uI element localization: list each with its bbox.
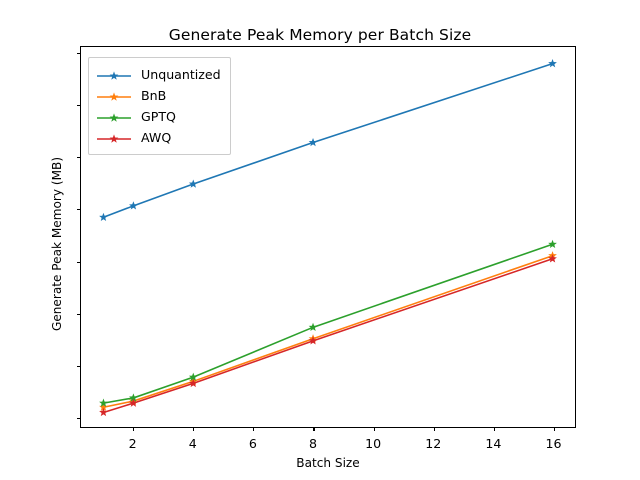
legend-item-awq[interactable]: AWQ: [96, 127, 221, 148]
legend-line-marker-icon: [96, 89, 132, 103]
x-tick-mark: [253, 427, 255, 431]
data-point-marker: [188, 378, 198, 388]
y-axis-label: Generate Peak Memory (MB): [50, 156, 64, 332]
x-tick-mark: [433, 427, 435, 431]
x-tick-mark: [493, 427, 495, 431]
y-tick-mark: [77, 157, 81, 159]
legend-item-bnb[interactable]: BnB: [96, 85, 221, 106]
data-point-marker: [548, 254, 557, 263]
chart-title: Generate Peak Memory per Batch Size: [168, 26, 472, 44]
data-point-marker: [129, 398, 138, 407]
legend-label: AWQ: [141, 130, 172, 145]
x-tick-mark: [193, 427, 195, 431]
data-point-marker: [308, 322, 318, 332]
data-point-marker: [308, 336, 318, 345]
x-tick-mark: [553, 427, 556, 431]
data-point-marker: [129, 201, 138, 210]
data-point-marker: [308, 137, 318, 147]
legend-label: GPTQ: [141, 109, 176, 124]
y-tick-mark: [77, 261, 81, 263]
legend-label: Unquantized: [141, 67, 221, 82]
x-tick-label: 14: [485, 436, 502, 451]
series-line-gptq: [103, 243, 553, 404]
legend-line-marker-icon: [96, 131, 132, 145]
legend-label: BnB: [141, 88, 167, 103]
legend-line-marker-icon: [96, 110, 132, 124]
y-tick-mark: [77, 104, 81, 107]
x-tick-label: 8: [308, 436, 317, 451]
y-tick-mark: [77, 52, 81, 54]
x-tick-label: 10: [365, 436, 382, 451]
x-axis-label: Batch Size: [296, 456, 360, 470]
x-tick-mark: [313, 427, 315, 431]
data-point-marker: [99, 402, 108, 411]
data-lines: [99, 59, 557, 417]
data-point-marker: [129, 393, 138, 402]
y-tick-mark: [77, 313, 81, 315]
x-tick-mark: [373, 427, 375, 431]
data-point-marker: [99, 407, 108, 417]
chart-legend: Unquantized BnB GPTQ AWQ: [88, 57, 231, 155]
y-tick-mark: [77, 365, 81, 367]
x-tick-label: 2: [128, 436, 137, 451]
legend-line-marker-icon: [96, 68, 132, 82]
x-tick-label: 12: [425, 436, 442, 451]
x-tick-label: 16: [545, 436, 562, 451]
data-point-marker: [99, 212, 108, 221]
y-tick-mark: [77, 418, 81, 420]
data-point-marker: [548, 239, 557, 248]
data-point-marker: [99, 398, 108, 407]
data-point-marker: [548, 59, 557, 68]
legend-item-gptq[interactable]: GPTQ: [96, 106, 221, 127]
data-point-marker: [188, 179, 198, 188]
legend-item-unquantized[interactable]: Unquantized: [96, 64, 221, 85]
x-tick-label: 4: [188, 436, 197, 451]
y-tick-mark: [77, 209, 81, 211]
data-point-marker: [188, 372, 198, 381]
x-tick-mark: [133, 427, 135, 431]
x-tick-label: 6: [248, 436, 257, 451]
